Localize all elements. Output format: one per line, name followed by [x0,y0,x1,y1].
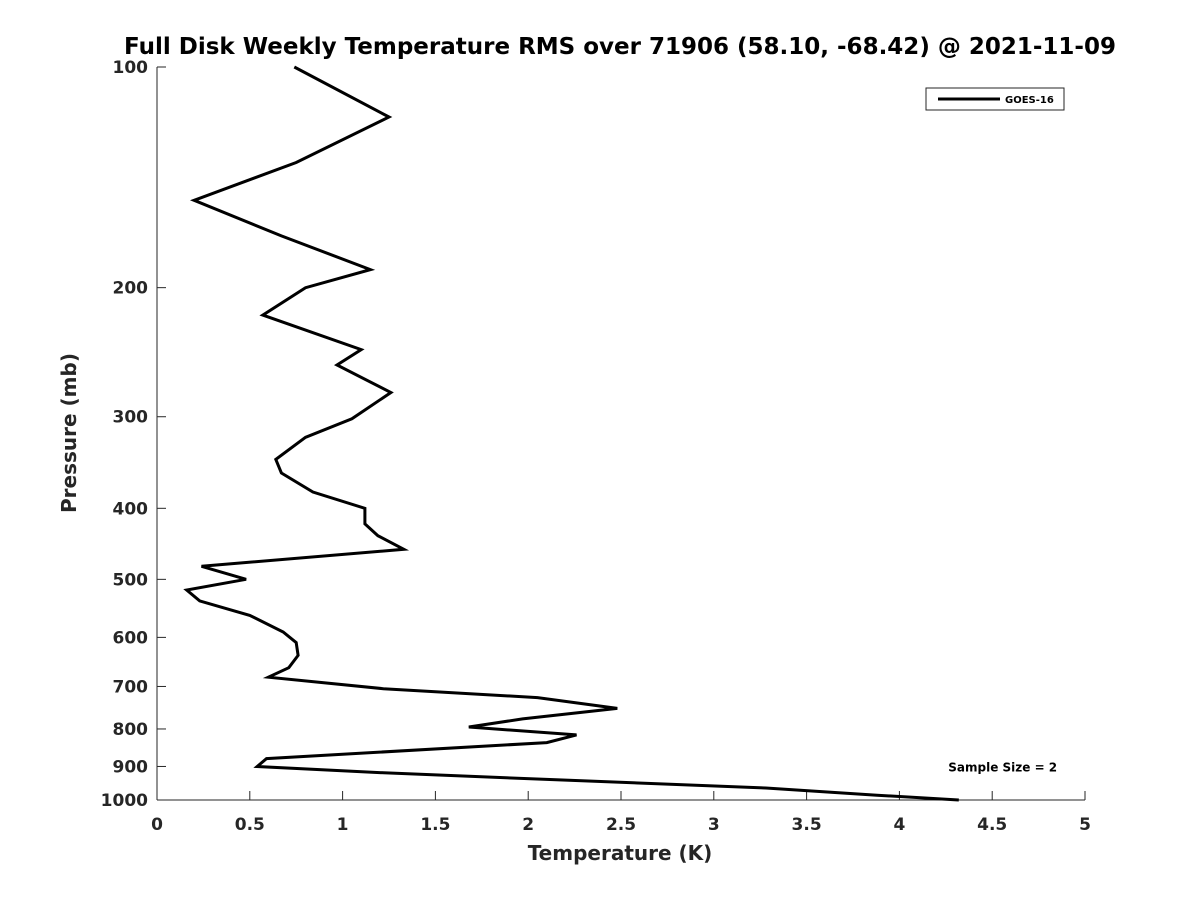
y-tick-label: 900 [113,757,149,777]
x-tick-label: 4 [893,815,905,835]
x-tick-label: 2 [522,815,534,835]
y-axis: 100 200 300 400 500 600 700 800 900 1000 [101,58,166,811]
x-axis-label: Temperature (K) [528,841,713,865]
annotation-layer: Sample Size = 2 [948,760,1057,774]
legend: GOES-16 [925,87,1065,111]
y-tick-label: 1000 [101,791,148,811]
plot-area [156,67,1085,801]
y-tick-label: 100 [113,58,149,78]
y-axis-label: Pressure (mb) [57,353,81,513]
x-tick-label: 2.5 [606,815,636,835]
x-tick-label: 1.5 [420,815,450,835]
x-tick-label: 3 [708,815,720,835]
x-tick-label: 3.5 [792,815,822,835]
legend-entry-goes-16: GOES-16 [1005,95,1054,106]
sample-size-annotation: Sample Size = 2 [948,760,1057,774]
y-tick-label: 400 [113,499,149,519]
x-tick-label: 1 [337,815,349,835]
x-axis: 0 0.5 1 1.5 2 2.5 3 3.5 4 4.5 5 [151,791,1091,835]
x-tick-label: 5 [1079,815,1091,835]
series-layer [183,65,959,802]
chart-title: Full Disk Weekly Temperature RMS over 71… [124,34,1116,60]
x-tick-label: 0 [151,815,163,835]
y-tick-label: 800 [113,720,149,740]
y-tick-label: 700 [113,677,149,697]
y-tick-label: 600 [113,628,149,648]
y-tick-label: 200 [113,279,149,299]
y-tick-label: 500 [113,570,149,590]
x-tick-label: 4.5 [977,815,1007,835]
series-line-goes-16 [183,65,959,802]
x-tick-label: 0.5 [235,815,265,835]
y-tick-label: 300 [113,408,149,428]
